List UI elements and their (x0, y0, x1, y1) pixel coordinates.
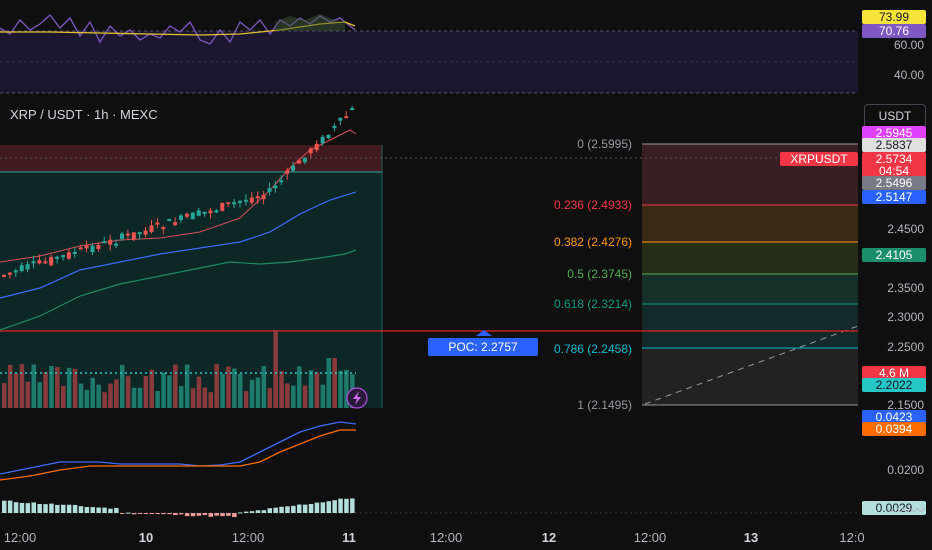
time-axis-label: 12:00 (231, 530, 265, 545)
price-axis-label: 2.4500 (887, 222, 924, 236)
rsi-value-tag: 73.99 (862, 10, 926, 24)
price-tag: 2.5837 (862, 138, 926, 152)
price-tag: 0.0394 (862, 422, 926, 436)
macd-axis-label: 0.0200 (887, 463, 924, 477)
macd-axis-label: 0.0000 (887, 508, 924, 514)
price-tag: 2.5496 (862, 176, 926, 190)
time-axis-label: 12:00 (429, 530, 463, 545)
time-axis-label: 13 (743, 530, 759, 545)
price-axis-label: 2.3500 (887, 281, 924, 295)
macd-pane (0, 421, 858, 518)
fib-level-label: 0.236 (2.4933) (553, 198, 632, 212)
price-axis-label: 2.1500 (887, 398, 924, 412)
rsi-level-40: 40.00 (893, 68, 924, 82)
fib-level-label: 0 (2.5995) (577, 137, 632, 151)
price-tag: 2.4105 (862, 248, 926, 262)
currency-button[interactable]: USDT (864, 104, 926, 128)
price-tag: 04:54 (862, 164, 926, 178)
rsi-pane (0, 14, 858, 94)
symbol-badge: XRPUSDT (780, 152, 858, 166)
price-tag: 0.0029 (862, 501, 926, 515)
price-tag: 2.2022 (862, 378, 926, 392)
rsi-ma-tag: 70.76 (862, 24, 926, 38)
time-axis-label: 12:00 (3, 530, 37, 545)
price-axis-label: 2.2500 (887, 340, 924, 354)
symbol-header[interactable]: XRP / USDT · 1h · MEXC (10, 107, 158, 122)
time-axis-label: 10 (138, 530, 154, 545)
fib-level-label: 0.5 (2.3745) (567, 267, 632, 281)
poc-label: POC: 2.2757 (428, 338, 538, 356)
fib-level-label: 0.382 (2.4276) (553, 235, 632, 249)
price-tag: 2.5734 (862, 152, 926, 166)
price-tag: 0.0423 (862, 410, 926, 424)
time-axis-label: 12 (541, 530, 557, 545)
main-pane (0, 105, 859, 408)
fib-level-label: 0.786 (2.2458) (553, 342, 632, 356)
fib-level-label: 0.618 (2.3214) (553, 297, 632, 311)
price-tag: 2.5147 (862, 190, 926, 204)
time-axis-label: 12:0 (839, 530, 865, 545)
price-tag: 2.5945 (862, 126, 926, 140)
rsi-level-60: 60.00 (893, 38, 924, 52)
price-axis-label: 2.3000 (887, 310, 924, 324)
fib-level-label: 1 (2.1495) (577, 398, 632, 412)
rsi-line (0, 14, 356, 45)
time-axis-label: 12:00 (633, 530, 667, 545)
price-tag: 4.6 M (862, 366, 926, 380)
time-axis-label: 11 (342, 530, 356, 545)
